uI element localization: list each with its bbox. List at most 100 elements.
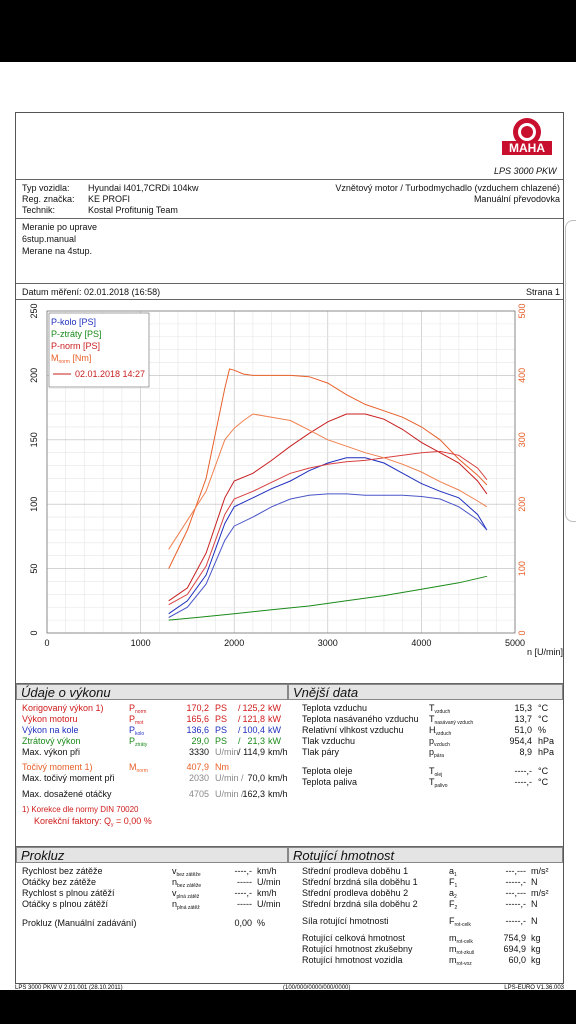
prokluz-manual-unit: % — [257, 918, 266, 928]
torque-at-label: Max. točivý moment při — [22, 773, 115, 783]
maha-logo: MAHA — [498, 117, 556, 167]
symbol: Tvzduch — [429, 703, 451, 715]
symbol: mrot-zkuš — [449, 944, 475, 956]
max-rpm-label: Max. dosažené otáčky — [22, 789, 112, 799]
section-rotujici-title: Rotující hmotnost — [288, 847, 563, 863]
typ-value: Hyundai I401,7CRDi 104kw — [88, 183, 199, 193]
vykon-value-kw: 114,9 — [243, 747, 265, 757]
rotujici-label: Síla rotující hmotnosti — [302, 916, 389, 926]
y-tick-label-right: 400 — [517, 368, 527, 383]
vnejsi-label: Teplota nasávaného vzduchu — [302, 714, 419, 724]
vykon-value-ps: 165,6 — [186, 714, 209, 724]
vnejsi-unit: °C — [538, 766, 549, 776]
symbol: Tolej — [429, 766, 443, 778]
x-tick-label: 0 — [44, 638, 49, 648]
footer-center: (100/000/0000/000/0000) — [283, 985, 351, 991]
max-rpm-value: 4705 — [188, 789, 209, 799]
y-tick-label-right: 0 — [517, 630, 527, 635]
vnejsi-unit: hPa — [538, 747, 555, 757]
series-line — [168, 450, 488, 606]
vnejsi-value: 13,7 — [514, 714, 532, 724]
legend-entry: P-norm [PS] — [51, 341, 100, 351]
prokluz-unit: U/min — [257, 899, 281, 909]
symbol: nbez zátěže — [172, 877, 202, 889]
legend-box — [48, 312, 150, 388]
torque-at-unit: U/min / — [215, 773, 244, 783]
report-sheet: MAHA LPS 3000 PKW Typ vozidla: Hyundai I… — [15, 112, 564, 984]
vykon-label: Výkon na kole — [22, 725, 79, 735]
footer-right: LPS-EURO V1.36.003 — [504, 985, 564, 991]
symbol: vplná zátěž — [172, 888, 200, 900]
vnejsi-unit: % — [538, 725, 547, 735]
rotujici-unit: m/s² — [531, 866, 549, 876]
maha-logo-icon: MAHA — [502, 118, 552, 155]
vykon-label: Výkon motoru — [22, 714, 78, 724]
rotujici-value: -----,- — [505, 877, 526, 887]
section-vykon-title: Údaje o výkonu — [16, 684, 288, 700]
symbol: Tnasávaný vzduch — [429, 714, 474, 726]
section-vnejsi-title: Vnější data — [288, 684, 563, 700]
note-line: Merane na 4stup. — [22, 246, 93, 256]
vykon-unit-ps: U/min — [215, 747, 239, 757]
vnejsi-label: Teplota oleje — [302, 766, 353, 776]
rotujici-unit: kg — [531, 955, 541, 965]
y-tick-label-left: 0 — [29, 630, 39, 635]
prokluz-value: ----,- — [234, 866, 253, 876]
x-axis-label: n [U/min] — [527, 647, 563, 657]
rotujici-unit: N — [531, 877, 538, 887]
prokluz-label: Otáčky s plnou zátěží — [22, 899, 109, 909]
vnejsi-value: ----,- — [514, 766, 533, 776]
prokluz-unit: U/min — [257, 877, 281, 887]
symbol: F1 — [449, 877, 458, 889]
rotujici-value: -----,- — [505, 899, 526, 909]
vykon-label: Korigovaný výkon 1) — [22, 703, 104, 713]
plot-frame — [46, 310, 516, 634]
document-page: MAHA LPS 3000 PKW Typ vozidla: Hyundai I… — [0, 62, 576, 991]
y-tick-label-right: 200 — [517, 497, 527, 512]
symbol: Pkolo — [129, 725, 145, 737]
vykon-value-ps: 136,6 — [186, 725, 209, 735]
symbol: Frot-celk — [449, 916, 471, 928]
vnejsi-unit: °C — [538, 703, 549, 713]
vykon-unit-kw: kW — [268, 703, 281, 713]
tech-value: Kostal Profitunig Team — [88, 205, 178, 215]
rotujici-value: ---,--- — [505, 888, 526, 898]
vnejsi-label: Teplota paliva — [302, 777, 358, 787]
vykon-value-kw: 21,3 — [247, 736, 265, 746]
torque-at-rpm: 2030 — [188, 773, 209, 783]
symbol: Tpalivo — [429, 777, 448, 789]
prokluz-value: ----,- — [234, 888, 253, 898]
vykon-unit-ps: PS — [215, 703, 228, 713]
legend-entry: P-ztráty [PS] — [51, 329, 102, 339]
symbol: pvzduch — [429, 736, 450, 748]
note-line: Meranie po uprave — [22, 222, 98, 232]
torque-label: Točivý moment 1) — [22, 762, 93, 772]
symbol: Mnorm — [129, 762, 148, 774]
symbol: a2 — [449, 888, 457, 900]
prokluz-label: Rychlost bez zátěže — [22, 866, 103, 876]
prokluz-value: ----- — [237, 877, 252, 887]
y-tick-label-right: 500 — [517, 303, 527, 318]
prokluz-unit: km/h — [257, 888, 277, 898]
rotujici-value: 754,9 — [503, 933, 526, 943]
x-tick-label: 2000 — [224, 638, 244, 648]
torque-at-speed: 70,0 — [247, 773, 265, 783]
torque-at-speed-unit: km/h — [268, 773, 288, 783]
rotujici-unit: kg — [531, 933, 541, 943]
scrollbar[interactable] — [565, 220, 576, 522]
logo-text: MAHA — [509, 141, 545, 155]
rotujici-unit: N — [531, 899, 538, 909]
series-line — [168, 493, 488, 618]
vykon-value-ps: 170,2 — [186, 703, 209, 713]
rotujici-label: Střední prodleva doběhu 1 — [302, 866, 409, 876]
engine-type: Vznětový motor / Turbodmychadlo (vzduche… — [335, 183, 560, 193]
series-line — [168, 575, 488, 621]
max-rpm-unit: U/min / — [215, 789, 244, 799]
vykon-unit-ps: PS — [215, 725, 228, 735]
x-tick-label: 3000 — [318, 638, 338, 648]
rotujici-unit: m/s² — [531, 888, 549, 898]
vykon-separator: / — [238, 725, 241, 735]
model-label: LPS 3000 PKW — [494, 166, 557, 176]
rotujici-value: -----,- — [505, 916, 526, 926]
